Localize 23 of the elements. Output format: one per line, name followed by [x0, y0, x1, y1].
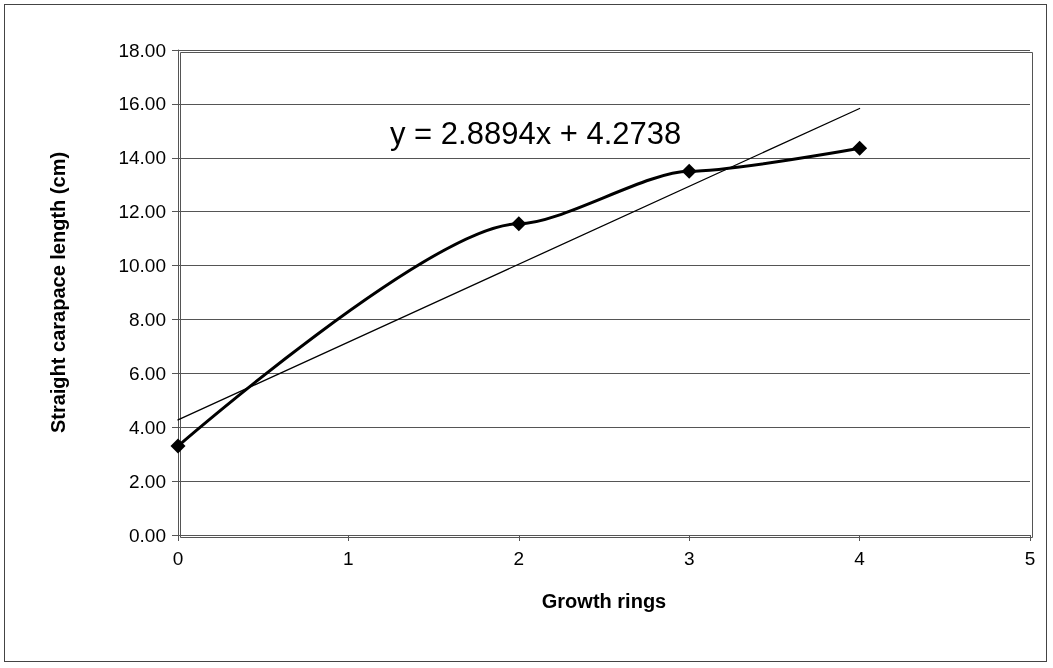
- x-tick-label: 1: [343, 548, 354, 569]
- y-tick-label: 4.00: [129, 416, 166, 438]
- y-tick-label: 6.00: [129, 362, 166, 384]
- x-tick-label: 2: [513, 548, 525, 569]
- x-tick-label: 3: [683, 548, 695, 569]
- x-axis-title: Growth rings: [541, 590, 667, 612]
- x-tick-label: 4: [854, 548, 866, 569]
- point: [852, 140, 868, 156]
- y-tick-label: 12.00: [118, 201, 166, 223]
- annotation: y = 2.8894x + 4.2738: [390, 116, 682, 151]
- point: [511, 216, 527, 232]
- y-tick-label: 14.00: [118, 147, 166, 169]
- y-tick-label: 8.00: [129, 308, 166, 330]
- point: [681, 163, 697, 179]
- point: [170, 438, 186, 454]
- y-tick-label: 0.00: [129, 524, 166, 546]
- x-tick-label: 5: [1024, 548, 1036, 569]
- y-axis-title: Straight carapace length (cm): [47, 151, 69, 434]
- y-tick-label: 18.00: [118, 39, 166, 61]
- y-tick-label: 2.00: [129, 470, 166, 492]
- y-tick-label: 10.00: [118, 255, 166, 277]
- x-tick-label: 0: [172, 548, 184, 569]
- y-tick-label: 16.00: [118, 93, 166, 115]
